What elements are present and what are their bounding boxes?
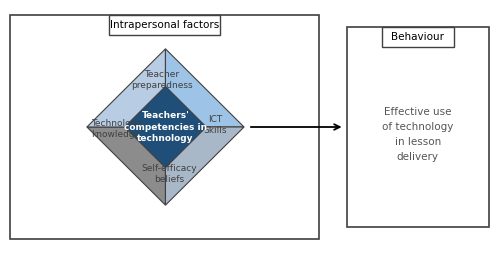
Text: Behaviour: Behaviour <box>392 32 444 42</box>
Polygon shape <box>124 86 206 168</box>
FancyBboxPatch shape <box>347 27 488 227</box>
Text: Teacher
preparedness: Teacher preparedness <box>131 70 192 90</box>
Text: Technology
knowledge: Technology knowledge <box>90 119 142 139</box>
Text: Teachers'
competencies in
technology: Teachers' competencies in technology <box>124 111 207 143</box>
Polygon shape <box>87 127 166 205</box>
Text: Self-efficacy
beliefs: Self-efficacy beliefs <box>142 164 197 184</box>
Polygon shape <box>166 49 244 127</box>
Polygon shape <box>166 127 244 205</box>
FancyBboxPatch shape <box>108 15 220 35</box>
Text: ICT
Skills: ICT Skills <box>203 115 226 135</box>
FancyBboxPatch shape <box>382 27 454 47</box>
Polygon shape <box>87 49 166 127</box>
Text: Effective use
of technology
in lesson
delivery: Effective use of technology in lesson de… <box>382 107 454 162</box>
Text: Intrapersonal factors: Intrapersonal factors <box>110 20 219 30</box>
